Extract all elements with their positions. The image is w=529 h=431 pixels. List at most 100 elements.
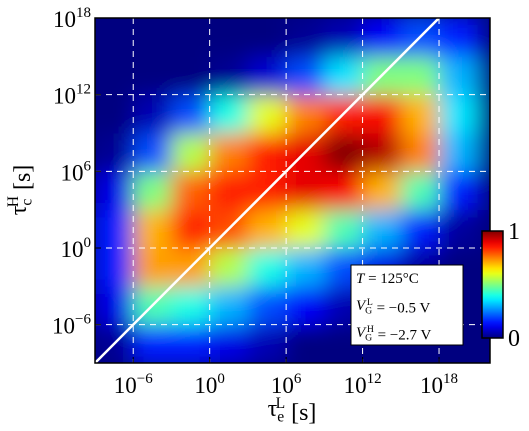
cell — [95, 133, 134, 172]
x-tick-label: 1018 — [420, 371, 458, 398]
cell — [286, 56, 325, 96]
text-part: V — [356, 298, 367, 314]
plot-area — [95, 18, 490, 363]
text-part: 10 — [52, 314, 75, 339]
cell — [324, 56, 364, 96]
cell — [133, 209, 172, 249]
cell — [95, 56, 134, 96]
text-part: G — [365, 332, 372, 343]
cell — [324, 171, 364, 211]
cell — [171, 18, 211, 57]
text-part: G — [365, 305, 372, 316]
cell — [439, 171, 478, 211]
text-part: = −2.7 V — [374, 328, 432, 344]
x-tick-label: 1012 — [344, 371, 382, 398]
cell — [247, 133, 287, 172]
cell — [209, 94, 249, 134]
cell — [439, 133, 478, 172]
cell — [247, 286, 287, 326]
reference-line — [95, 18, 440, 363]
text-part: 18 — [76, 5, 91, 21]
text-part: 0 — [84, 235, 92, 251]
cell — [171, 324, 211, 363]
text-part: [s] — [10, 165, 36, 196]
cell — [362, 133, 402, 172]
cell — [95, 209, 134, 249]
cell — [286, 209, 325, 249]
text-part: 10 — [53, 7, 76, 32]
cell — [133, 171, 172, 211]
cell — [171, 94, 211, 134]
text-part: 10 — [420, 373, 443, 398]
text-part: 10 — [114, 373, 137, 398]
cell — [400, 209, 440, 249]
cell — [286, 324, 325, 363]
cell — [247, 248, 287, 287]
cell — [171, 171, 211, 211]
cell — [171, 133, 211, 172]
colorbar-tick-label: 1 — [508, 219, 520, 245]
text-part: 6 — [84, 158, 92, 174]
cell — [95, 18, 134, 57]
text-part: −6 — [137, 371, 153, 387]
cell — [286, 248, 325, 287]
text-part: 10 — [194, 373, 217, 398]
density — [95, 18, 490, 363]
text-part: H — [367, 324, 374, 335]
cell — [324, 18, 364, 57]
cell — [95, 94, 134, 134]
y-tick-label: 10−6 — [52, 312, 91, 339]
text-part: 12 — [367, 371, 382, 387]
annotation: T = 125°C — [356, 271, 419, 287]
x-tick-label: 100 — [194, 371, 225, 398]
text-part: 6 — [294, 371, 302, 387]
cell — [400, 171, 440, 211]
cell — [400, 94, 440, 134]
cell — [362, 209, 402, 249]
colorbar: 01 — [481, 219, 520, 352]
cell — [439, 56, 478, 96]
cell — [247, 209, 287, 249]
cell — [95, 171, 134, 211]
cell — [439, 209, 478, 249]
annotation: VGL = −0.5 V — [356, 297, 430, 317]
cell — [95, 248, 134, 287]
cell — [439, 94, 478, 134]
text-part: 12 — [76, 82, 91, 98]
cell — [209, 56, 249, 96]
text-part: e — [277, 408, 284, 425]
text-part: = 125°C — [364, 271, 418, 287]
cell — [133, 56, 172, 96]
cell — [247, 56, 287, 96]
text-part: 10 — [271, 373, 294, 398]
cell — [286, 171, 325, 211]
text-part: 10 — [53, 84, 76, 109]
cell — [247, 18, 287, 57]
reference — [95, 18, 440, 363]
cell — [209, 18, 249, 57]
text-part: [s] — [285, 400, 316, 426]
text-part: 10 — [61, 237, 84, 262]
cell — [362, 171, 402, 211]
cell — [133, 324, 172, 363]
cell — [171, 286, 211, 326]
cell — [286, 286, 325, 326]
text-part: L — [367, 297, 373, 308]
text-part: 0 — [217, 371, 225, 387]
cell — [209, 324, 249, 363]
text-part: 10 — [344, 373, 367, 398]
cell — [362, 94, 402, 134]
cell — [286, 94, 325, 134]
cell — [324, 133, 364, 172]
cell — [247, 324, 287, 363]
cell — [133, 248, 172, 287]
y-axis-label: τcH [s] — [5, 165, 36, 216]
text-part: = −0.5 V — [373, 301, 431, 317]
text-part: L — [276, 395, 286, 412]
y-tick-label: 106 — [61, 158, 92, 185]
y-tick-label: 1018 — [53, 5, 91, 32]
x-axis-label: τeL [s] — [268, 395, 317, 426]
cell — [286, 18, 325, 57]
